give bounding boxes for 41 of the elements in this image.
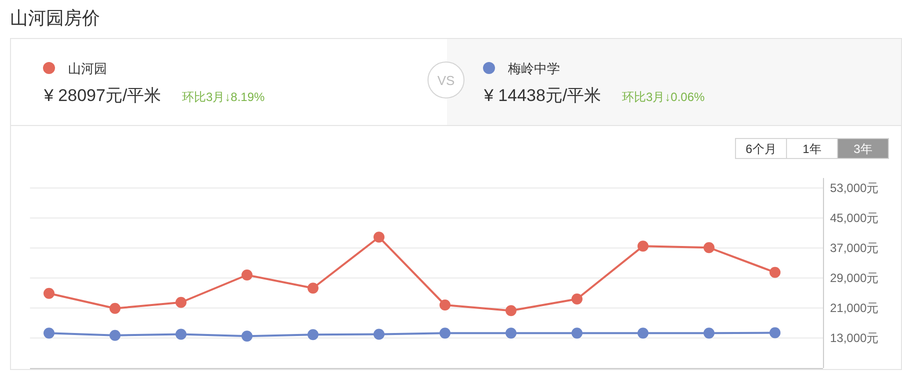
text: ¥ 28097元/平米 bbox=[43, 86, 162, 105]
point bbox=[44, 328, 54, 339]
point bbox=[242, 330, 252, 342]
point bbox=[110, 302, 120, 314]
text: 环比3月↓0.06% bbox=[622, 90, 706, 104]
chart-title: 山河园房价 bbox=[10, 8, 100, 28]
text: 3年 bbox=[854, 142, 872, 156]
text: ¥ 14438元/平米 bbox=[483, 86, 602, 105]
point bbox=[242, 270, 252, 280]
point bbox=[374, 232, 384, 243]
text: 环比3月↓8.19% bbox=[182, 90, 266, 104]
point bbox=[638, 240, 648, 252]
point bbox=[506, 328, 516, 339]
point bbox=[638, 328, 648, 339]
point bbox=[440, 300, 450, 310]
text: 1年 bbox=[802, 142, 822, 156]
y-tick-label: 45,000元 bbox=[830, 211, 879, 225]
point bbox=[176, 296, 186, 308]
text: VS bbox=[437, 73, 455, 88]
point bbox=[704, 242, 714, 254]
y-tick-label: 21,000元 bbox=[830, 301, 879, 315]
y-tick-label: 29,000元 bbox=[830, 271, 879, 285]
point bbox=[308, 282, 318, 294]
y-tick-label: 53,000元 bbox=[830, 181, 879, 195]
text: 6个月 bbox=[746, 142, 776, 156]
point bbox=[770, 266, 780, 278]
point bbox=[704, 328, 714, 339]
point bbox=[110, 330, 120, 341]
y-tick-label: 37,000元 bbox=[830, 241, 879, 255]
y-tick-label: 13,000元 bbox=[830, 331, 879, 345]
legend-label: 梅岭中学 bbox=[507, 61, 560, 76]
legend-label: 山河园 bbox=[68, 61, 107, 76]
point bbox=[572, 328, 582, 339]
point bbox=[44, 288, 54, 299]
point bbox=[506, 305, 516, 316]
point bbox=[308, 329, 318, 340]
point bbox=[374, 328, 384, 340]
point bbox=[176, 328, 186, 340]
point bbox=[770, 327, 780, 338]
point bbox=[572, 294, 582, 304]
point bbox=[440, 328, 450, 339]
